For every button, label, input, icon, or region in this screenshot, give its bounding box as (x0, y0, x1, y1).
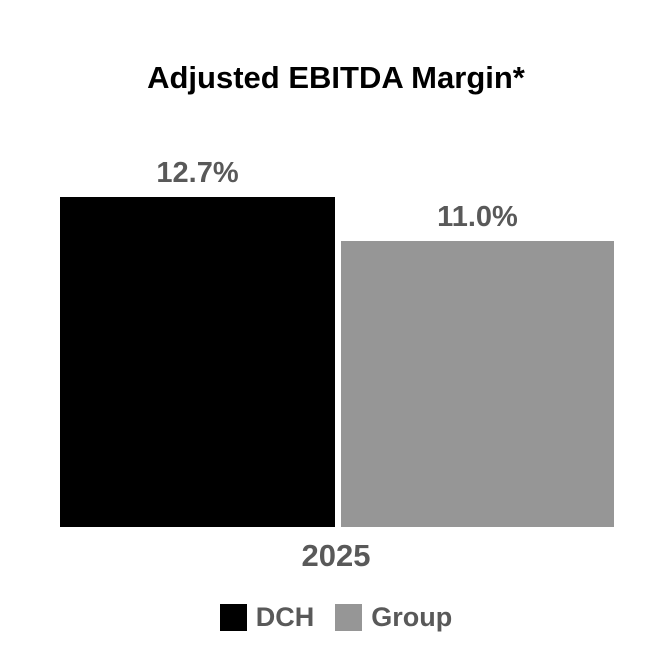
legend-swatch-group (335, 604, 363, 631)
x-axis-category-label: 2025 (301, 538, 371, 573)
legend-item-dch: DCH (219, 602, 315, 632)
chart-title: Adjusted EBITDA Margin* (147, 60, 525, 95)
value-label-dch: 12.7% (156, 157, 239, 189)
legend: DCH Group (0, 604, 672, 631)
legend-label-group: Group (371, 602, 453, 632)
bar-dch (60, 197, 335, 527)
legend-label-dch: DCH (255, 602, 315, 632)
legend-swatch-dch (219, 604, 247, 631)
value-label-group: 11.0% (437, 201, 518, 234)
legend-item-group: Group (335, 604, 452, 631)
bar-group (341, 241, 614, 527)
